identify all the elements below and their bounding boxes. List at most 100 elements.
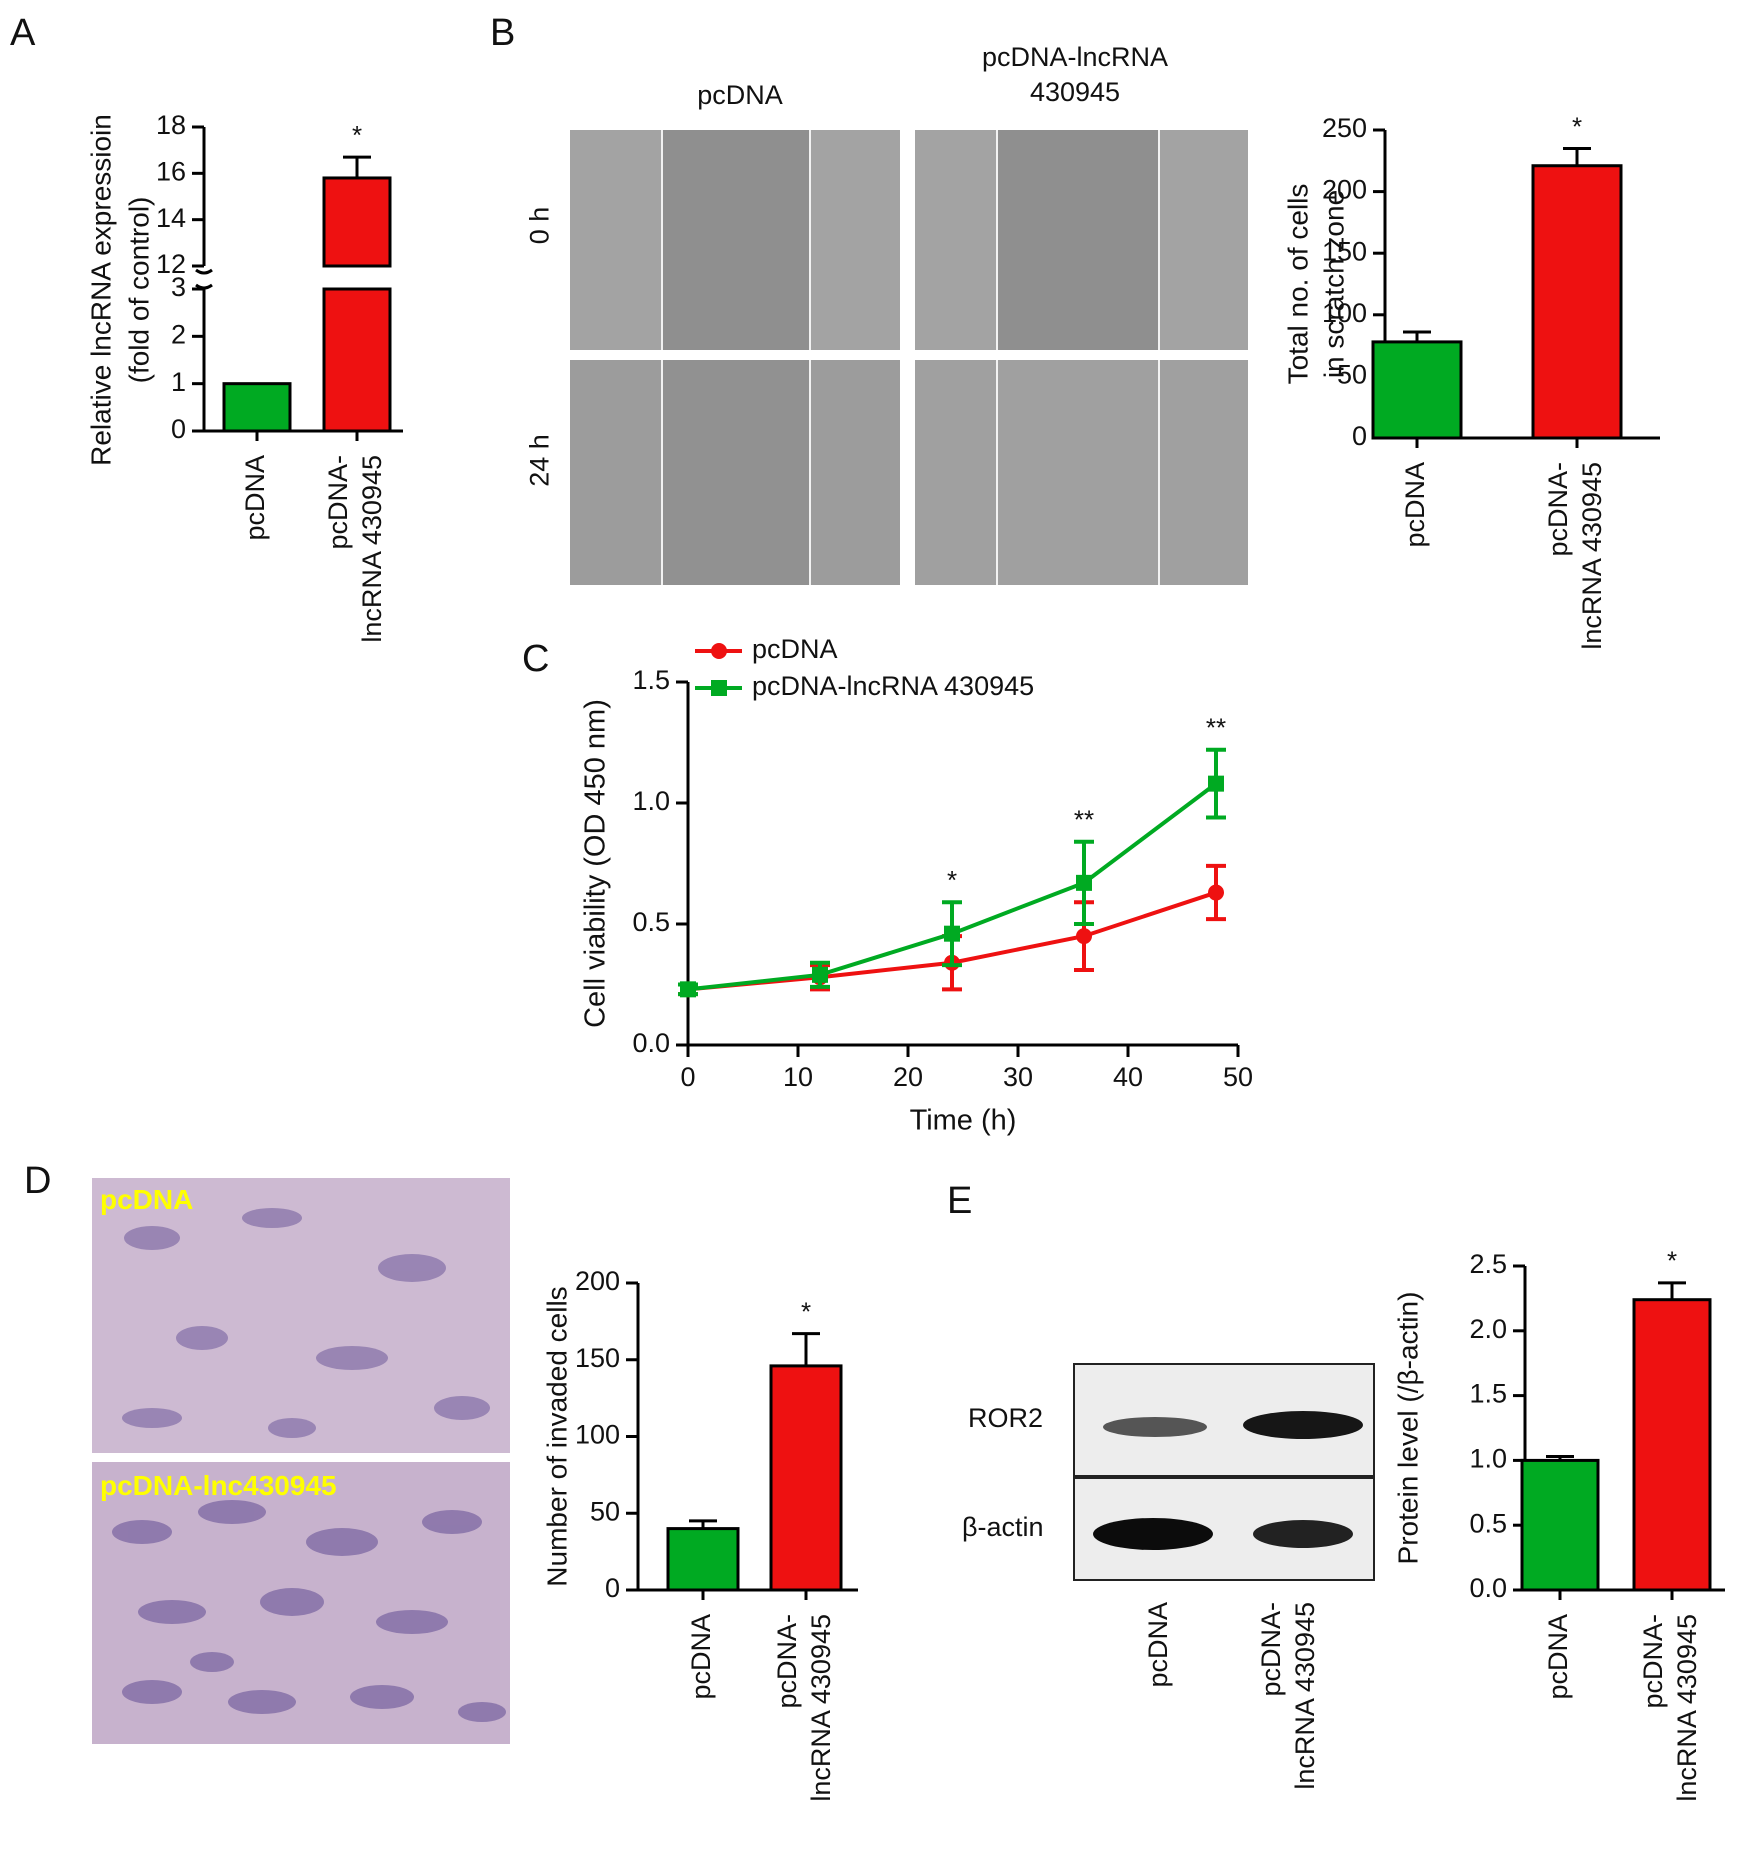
wound-image-pcdna-24h-drawing — [570, 360, 900, 585]
chart-e-ylabel-line-0: Protein level (/β-actin) — [1392, 1292, 1423, 1565]
chart-c-xtick-label-1: 10 — [783, 1062, 813, 1092]
chart-e-ytick-label-3: 1.5 — [1469, 1379, 1507, 1409]
panel-letter-d: D — [24, 1160, 52, 1202]
chart-a-bar-0 — [222, 382, 292, 433]
panel-letter-b: B — [490, 12, 516, 54]
chart-a-axis-break-top — [195, 268, 213, 275]
chart-a-bar-1-upper — [322, 176, 392, 268]
chart-d-ytick-label-2: 100 — [575, 1420, 620, 1450]
chart-a-ylabel-line-0: Relative lncRNA expressioin — [85, 114, 116, 466]
chart-e-category-1-line-1: lncRNA 430945 — [1672, 1614, 1702, 1802]
blot-label-beta-actin: β-actin — [962, 1512, 1044, 1542]
chart-e-bar-1 — [1632, 1298, 1712, 1592]
chart-d-category-0-line-0: pcDNA — [686, 1614, 716, 1700]
chart-e-category-0-line-0: pcDNA — [1543, 1614, 1573, 1700]
chart-a-ytick-lower-label-3: 3 — [171, 272, 186, 302]
chart-e-significance-1: * — [1667, 1246, 1677, 1276]
wound-image-pcdna-0h-drawing — [570, 130, 900, 350]
chart-c-legend-label-0: pcDNA — [752, 634, 838, 664]
chart-e-category-1-line-0: pcDNA- — [1638, 1614, 1668, 1709]
chart-a-significance-1: * — [352, 120, 362, 150]
chart-d-ylabel-line-0: Number of invaded cells — [541, 1286, 572, 1586]
blot-ror2 — [1073, 1363, 1375, 1477]
panel-letter-c: C — [522, 638, 550, 680]
chart-c-xtick-label-2: 20 — [893, 1062, 923, 1092]
chart-b-bar-1 — [1531, 164, 1623, 440]
chart-c-xtick-label-0: 0 — [680, 1062, 695, 1092]
chart-a-ytick-lower-label-0: 0 — [171, 414, 186, 444]
transwell-image-lncrna-drawing — [92, 1462, 510, 1744]
chart-c-ytick-label-0: 0.0 — [632, 1028, 670, 1058]
chart-e-ytick-label-1: 0.5 — [1469, 1508, 1507, 1538]
chart-b-ytick-label-5: 250 — [1322, 113, 1367, 143]
chart-c-xtick-label-5: 50 — [1223, 1062, 1253, 1092]
wound-image-lncrna-0h-drawing — [915, 130, 1248, 350]
chart-c-legend-marker-0 — [711, 643, 727, 659]
transwell-label-lncrna: pcDNA-lnc430945 — [100, 1470, 337, 1501]
blot-label-ror2: ROR2 — [968, 1403, 1044, 1433]
blot-beta-actin-drawing — [1075, 1479, 1373, 1579]
chart-c-series-1-point-1 — [812, 966, 828, 983]
chart-b-category-1-line-0: pcDNA- — [1543, 462, 1573, 557]
chart-c-ytick-label-3: 1.5 — [632, 665, 670, 695]
blot-lane-label-0-line-0: pcDNA — [1143, 1602, 1173, 1688]
wound-column-header-pcdna: pcDNA — [697, 80, 783, 110]
chart-e-ytick-label-4: 2.0 — [1469, 1314, 1507, 1344]
chart-c-ytick-label-2: 1.0 — [632, 786, 670, 816]
chart-d-category-1-line-1: lncRNA 430945 — [806, 1614, 836, 1802]
transwell-image-pcdna-drawing — [92, 1178, 510, 1453]
chart-a-axis-break-bottom — [195, 283, 213, 290]
chart-c-significance-2: * — [947, 865, 957, 895]
chart-c-legend-marker-1 — [711, 680, 727, 696]
panel-letter-e: E — [947, 1180, 973, 1222]
chart-a-ylabel-line-1: (fold of control) — [123, 197, 154, 384]
chart-d-ytick-label-0: 0 — [605, 1573, 620, 1603]
chart-a-ytick-upper-label-1: 14 — [156, 203, 186, 233]
chart-a-category-1-line-1: lncRNA 430945 — [357, 455, 387, 643]
chart-c-series-1-point-2 — [944, 925, 960, 942]
chart-a-ytick-upper-label-3: 18 — [156, 110, 186, 140]
wound-image-lncrna-24h-drawing — [915, 360, 1248, 585]
transwell-label-pcdna: pcDNA — [100, 1184, 194, 1215]
wound-image-lncrna-24h — [915, 360, 1248, 585]
chart-d-category-1-line-0: pcDNA- — [772, 1614, 802, 1709]
chart-e-bar-0 — [1520, 1458, 1600, 1592]
wound-image-pcdna-24h — [570, 360, 900, 585]
blot-lane-label-1-line-1: lncRNA 430945 — [1290, 1602, 1320, 1790]
blot-ror2-drawing — [1075, 1365, 1373, 1475]
chart-e-ytick-label-5: 2.5 — [1469, 1249, 1507, 1279]
panel-letter-a: A — [10, 12, 36, 54]
chart-d-significance-1: * — [801, 1297, 811, 1327]
chart-b-ytick-label-0: 0 — [1352, 421, 1367, 451]
chart-c-xtick-label-4: 40 — [1113, 1062, 1143, 1092]
chart-b-bar-0 — [1371, 340, 1463, 440]
transwell-image-lncrna: pcDNA-lnc430945 — [92, 1462, 510, 1744]
chart-a-ytick-upper-label-2: 16 — [156, 156, 186, 186]
chart-b-category-1-line-1: lncRNA 430945 — [1577, 462, 1607, 650]
chart-a-ytick-upper-label-0: 12 — [156, 249, 186, 279]
chart-c-significance-3: ** — [1074, 805, 1094, 835]
chart-b-category-0-line-0: pcDNA — [1400, 462, 1430, 548]
chart-c-significance-4: ** — [1206, 713, 1226, 743]
chart-c-ylabel: Cell viability (OD 450 nm) — [580, 699, 612, 1028]
chart-c-xlabel: Time (h) — [910, 1105, 1017, 1137]
wound-image-lncrna-0h — [915, 130, 1248, 350]
chart-e-ytick-label-2: 1.0 — [1469, 1444, 1507, 1474]
chart-d-ytick-label-4: 200 — [575, 1266, 620, 1296]
chart-c-xtick-label-3: 30 — [1003, 1062, 1033, 1092]
chart-c-legend-label-1: pcDNA-lncRNA 430945 — [752, 671, 1034, 701]
chart-d-ytick-label-3: 150 — [575, 1343, 620, 1373]
blot-beta-actin — [1073, 1477, 1375, 1581]
chart-c-series-1-point-4 — [1208, 775, 1224, 792]
chart-a-ytick-lower-label-1: 1 — [171, 367, 186, 397]
chart-c-series-0-point-4 — [1208, 884, 1224, 901]
transwell-image-pcdna: pcDNA — [92, 1178, 510, 1453]
chart-b-ytick-label-2: 100 — [1322, 298, 1367, 328]
chart-a-category-0-line-0: pcDNA — [240, 455, 270, 541]
chart-a-bar-1-lower — [322, 287, 392, 433]
chart-c-ytick-label-1: 0.5 — [632, 907, 670, 937]
wound-column-header-lncrna: pcDNA-lncRNA 430945 — [981, 42, 1169, 107]
chart-b-ytick-label-1: 50 — [1337, 360, 1367, 390]
chart-b-significance-1: * — [1572, 111, 1582, 141]
